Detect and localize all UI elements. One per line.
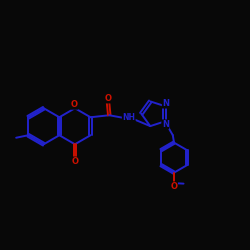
Text: O: O bbox=[170, 182, 177, 191]
Text: O: O bbox=[71, 100, 78, 109]
Text: NH: NH bbox=[122, 113, 135, 122]
Text: O: O bbox=[104, 94, 112, 103]
Text: O: O bbox=[72, 157, 78, 166]
Text: N: N bbox=[162, 120, 169, 129]
Text: N: N bbox=[162, 99, 169, 108]
